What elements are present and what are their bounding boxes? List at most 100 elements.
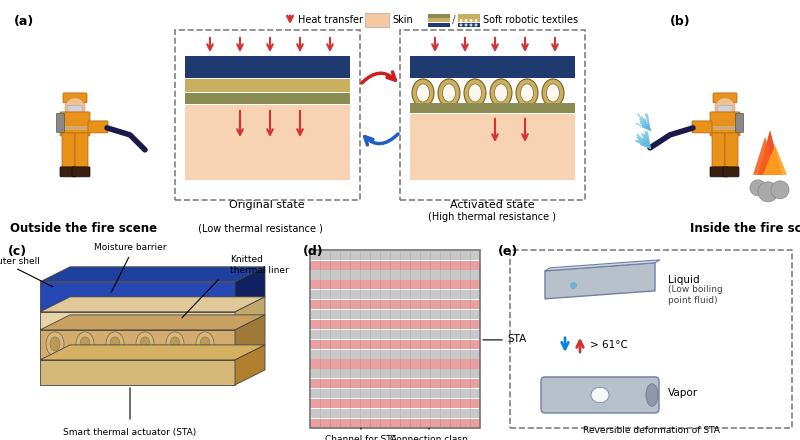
Circle shape: [750, 180, 766, 196]
FancyBboxPatch shape: [310, 300, 480, 309]
FancyBboxPatch shape: [310, 340, 480, 349]
FancyBboxPatch shape: [712, 133, 725, 171]
FancyBboxPatch shape: [510, 250, 792, 428]
Ellipse shape: [110, 337, 120, 351]
Polygon shape: [40, 360, 235, 385]
FancyBboxPatch shape: [72, 167, 90, 177]
Ellipse shape: [542, 79, 564, 107]
Polygon shape: [753, 137, 777, 175]
FancyBboxPatch shape: [62, 133, 75, 171]
Text: Skin: Skin: [392, 15, 413, 25]
Circle shape: [459, 19, 462, 22]
Text: Smart thermal actuator (STA): Smart thermal actuator (STA): [63, 428, 197, 437]
FancyBboxPatch shape: [67, 106, 82, 114]
Text: Vapor: Vapor: [668, 388, 698, 398]
Text: (Low boiling
point fluid): (Low boiling point fluid): [668, 285, 722, 304]
Text: Connection clasp: Connection clasp: [390, 435, 468, 440]
FancyBboxPatch shape: [185, 79, 350, 92]
FancyBboxPatch shape: [60, 112, 90, 136]
Circle shape: [474, 19, 478, 22]
FancyBboxPatch shape: [410, 114, 575, 180]
FancyBboxPatch shape: [310, 310, 480, 319]
Ellipse shape: [417, 84, 430, 102]
Polygon shape: [763, 145, 787, 175]
Text: Soft robotic textiles: Soft robotic textiles: [483, 15, 578, 25]
Text: STA: STA: [507, 334, 526, 344]
FancyBboxPatch shape: [310, 350, 480, 359]
Text: Moisture barrier: Moisture barrier: [94, 243, 166, 252]
Text: Activated state: Activated state: [450, 200, 534, 210]
Ellipse shape: [442, 84, 455, 102]
Text: (a): (a): [14, 15, 34, 28]
Circle shape: [459, 23, 462, 26]
Polygon shape: [40, 267, 265, 282]
FancyBboxPatch shape: [60, 167, 76, 177]
Polygon shape: [545, 260, 660, 271]
Circle shape: [465, 19, 467, 22]
FancyBboxPatch shape: [310, 271, 480, 279]
FancyBboxPatch shape: [711, 126, 739, 130]
Ellipse shape: [140, 337, 150, 351]
Text: (c): (c): [8, 245, 27, 258]
Text: (High thermal resistance ): (High thermal resistance ): [428, 212, 556, 222]
FancyBboxPatch shape: [310, 389, 480, 398]
Ellipse shape: [438, 79, 460, 107]
FancyBboxPatch shape: [692, 121, 712, 133]
Ellipse shape: [196, 332, 214, 356]
FancyBboxPatch shape: [310, 290, 480, 299]
FancyBboxPatch shape: [541, 377, 659, 413]
Ellipse shape: [46, 332, 64, 356]
Text: Heat transfer: Heat transfer: [298, 15, 363, 25]
FancyBboxPatch shape: [713, 93, 737, 103]
FancyBboxPatch shape: [458, 14, 480, 18]
Text: (e): (e): [498, 245, 518, 258]
FancyBboxPatch shape: [410, 103, 575, 113]
FancyBboxPatch shape: [718, 106, 733, 114]
FancyBboxPatch shape: [175, 30, 360, 200]
Ellipse shape: [166, 332, 184, 356]
Ellipse shape: [591, 387, 609, 403]
Text: Channel for STA: Channel for STA: [325, 435, 397, 440]
Text: (b): (b): [670, 15, 690, 28]
FancyBboxPatch shape: [185, 105, 350, 180]
Circle shape: [465, 23, 467, 26]
FancyBboxPatch shape: [725, 133, 738, 171]
Ellipse shape: [412, 79, 434, 107]
FancyBboxPatch shape: [365, 13, 389, 27]
Ellipse shape: [516, 79, 538, 107]
FancyBboxPatch shape: [428, 23, 450, 27]
FancyBboxPatch shape: [310, 320, 480, 329]
FancyBboxPatch shape: [310, 280, 480, 290]
Polygon shape: [235, 345, 265, 385]
FancyBboxPatch shape: [185, 93, 350, 104]
Text: Knitted
thermal liner: Knitted thermal liner: [230, 256, 289, 275]
Ellipse shape: [106, 332, 124, 356]
FancyBboxPatch shape: [310, 359, 480, 369]
FancyBboxPatch shape: [310, 419, 480, 428]
Text: Inside the fire scene: Inside the fire scene: [690, 222, 800, 235]
Ellipse shape: [646, 384, 658, 406]
FancyBboxPatch shape: [310, 251, 480, 260]
Text: Liquid: Liquid: [668, 275, 700, 285]
FancyBboxPatch shape: [458, 18, 480, 22]
Polygon shape: [40, 297, 265, 312]
FancyBboxPatch shape: [410, 56, 575, 78]
Text: /: /: [452, 15, 456, 25]
FancyBboxPatch shape: [88, 121, 108, 133]
FancyBboxPatch shape: [310, 260, 480, 270]
Ellipse shape: [521, 84, 534, 102]
FancyBboxPatch shape: [185, 56, 350, 78]
Polygon shape: [758, 130, 782, 175]
Text: (d): (d): [303, 245, 324, 258]
Ellipse shape: [50, 337, 60, 351]
FancyBboxPatch shape: [310, 409, 480, 418]
Text: > 61°C: > 61°C: [590, 340, 628, 350]
Circle shape: [758, 182, 778, 202]
Polygon shape: [40, 282, 235, 312]
Circle shape: [65, 98, 85, 118]
FancyBboxPatch shape: [75, 133, 88, 171]
Circle shape: [474, 23, 478, 26]
FancyBboxPatch shape: [458, 23, 480, 27]
FancyBboxPatch shape: [400, 30, 585, 200]
FancyBboxPatch shape: [57, 114, 65, 132]
